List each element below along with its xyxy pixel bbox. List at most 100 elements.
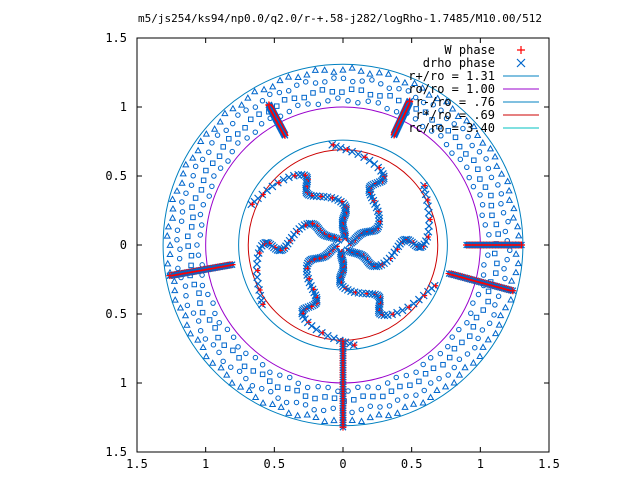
spiral-drho-marker: [369, 180, 378, 189]
outer-ring-marker: [405, 88, 412, 94]
outer-ring-marker: [412, 94, 419, 101]
outer-ring-marker: [243, 375, 249, 382]
outer-ring-marker: [175, 265, 181, 272]
outer-ring-marker: [252, 129, 259, 135]
outer-ring-marker: [348, 86, 355, 93]
spiral-w-marker: [362, 154, 368, 160]
outer-ring-marker: [331, 395, 338, 401]
outer-ring-marker: [509, 213, 518, 221]
outer-ring-marker: [276, 89, 283, 96]
outer-ring-marker: [251, 393, 260, 401]
spiral-w-marker: [260, 301, 266, 307]
spiral-w-marker: [406, 304, 412, 310]
outer-ring-marker: [463, 151, 469, 157]
outer-ring-marker: [378, 81, 384, 87]
outer-ring-marker: [495, 182, 501, 188]
outer-ring-marker: [434, 94, 442, 102]
outer-ring-marker: [500, 210, 507, 216]
outer-ring-marker: [189, 204, 195, 210]
outer-ring-marker: [305, 101, 311, 107]
outer-ring-marker: [195, 318, 202, 324]
outer-ring-marker: [168, 195, 177, 202]
outer-ring-marker: [507, 277, 516, 284]
outer-ring-marker: [169, 204, 177, 212]
outer-ring-marker: [497, 170, 506, 177]
outer-ring-marker: [188, 224, 195, 230]
outer-ring-marker: [452, 134, 459, 141]
x-tick-label: 1.5: [126, 457, 148, 471]
outer-ring-marker: [310, 90, 316, 96]
spiral-drho-marker: [421, 190, 430, 199]
outer-ring-marker: [446, 354, 453, 361]
outer-ring-marker: [388, 388, 395, 394]
outer-ring-marker: [287, 374, 293, 381]
outer-ring-marker: [429, 117, 435, 123]
outer-ring-marker: [491, 152, 499, 160]
outer-ring-marker: [211, 173, 217, 179]
spiral-w-marker: [422, 183, 428, 189]
outer-ring-marker: [302, 79, 309, 85]
spiral-drho-marker: [254, 279, 262, 288]
outer-ring-marker: [384, 411, 393, 419]
spiral-drho-marker: [365, 156, 374, 165]
outer-ring-marker: [311, 66, 319, 73]
outer-ring-marker: [451, 345, 458, 352]
outer-ring-marker: [185, 233, 191, 240]
outer-ring-marker: [410, 79, 419, 87]
outer-ring-marker: [392, 75, 401, 83]
outer-ring-marker: [486, 320, 493, 327]
y-tick-label: 1: [120, 100, 127, 114]
x-tick-label: 1.5: [538, 457, 560, 471]
outer-ring-marker: [230, 334, 237, 340]
outer-ring-marker: [485, 288, 492, 295]
outer-ring-marker: [335, 388, 341, 395]
outer-ring-marker: [403, 372, 410, 379]
outer-ring-marker: [420, 99, 427, 106]
outer-ring-marker: [191, 281, 198, 288]
outer-ring-marker: [366, 413, 374, 421]
outer-ring-marker: [433, 386, 441, 393]
outer-ring-marker: [491, 329, 500, 337]
outer-ring-marker: [293, 411, 302, 419]
outer-ring-marker: [396, 85, 402, 92]
outer-ring-marker: [241, 363, 248, 370]
outer-ring-marker: [472, 344, 478, 351]
spiral-w-marker: [344, 147, 350, 153]
outer-ring-marker: [210, 300, 216, 306]
x-tick-label: 0: [339, 457, 346, 471]
outer-ring-marker: [325, 98, 331, 104]
outer-ring-marker: [236, 355, 242, 361]
outer-ring-marker: [242, 125, 248, 131]
outer-ring-marker: [375, 100, 382, 106]
spiral-w-marker: [317, 255, 323, 261]
outer-ring-marker: [456, 143, 463, 150]
outer-ring-marker: [197, 137, 205, 144]
outer-ring-marker: [470, 324, 477, 330]
outer-ring-marker: [449, 150, 455, 156]
outer-ring-marker: [486, 232, 492, 238]
outer-ring-marker: [320, 66, 329, 73]
outer-ring-marker: [469, 142, 475, 149]
outer-ring-marker: [181, 311, 190, 319]
outer-ring-marker: [179, 199, 185, 205]
y-tick-label: 1.5: [105, 31, 127, 45]
arm-w-marker: [265, 101, 273, 109]
outer-ring-marker: [365, 98, 371, 104]
outer-ring-marker: [249, 383, 256, 389]
outer-ring-marker: [216, 319, 222, 326]
outer-ring-marker: [473, 131, 482, 139]
arm-w-marker: [518, 241, 526, 249]
outer-ring-marker: [504, 177, 512, 185]
outer-ring-marker: [436, 123, 442, 130]
outer-ring-marker: [394, 397, 401, 403]
spiral-drho-marker: [409, 299, 418, 308]
outer-ring-marker: [190, 214, 196, 221]
outer-ring-marker: [384, 70, 393, 77]
outer-ring-marker: [488, 192, 494, 199]
outer-ring-marker: [237, 101, 246, 108]
outer-ring-marker: [315, 383, 321, 390]
outer-ring-marker: [176, 303, 185, 311]
spiral-drho-marker: [393, 308, 402, 317]
outer-ring-marker: [274, 384, 281, 390]
outer-ring-marker: [386, 85, 393, 91]
